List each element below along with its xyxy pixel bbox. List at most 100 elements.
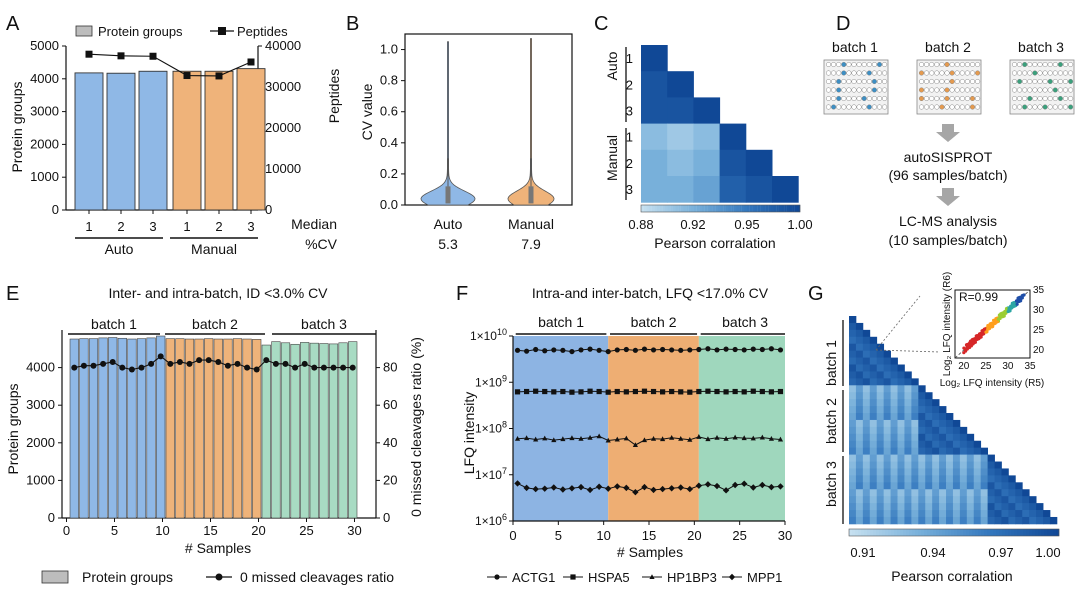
heatmap-cell xyxy=(904,426,912,435)
series-marker xyxy=(568,485,576,492)
heatmap-cell xyxy=(849,316,857,324)
panel-f: F Intra-and inter-batch, LFQ <17.0% CV 1… xyxy=(456,283,792,585)
heatmap-cell xyxy=(925,440,933,449)
heatmap-cell xyxy=(973,503,982,511)
heatmap-cell xyxy=(890,357,898,365)
heatmap-cell xyxy=(959,475,968,483)
heatmap-cell xyxy=(862,454,871,462)
heatmap-cell xyxy=(862,468,871,476)
heatmap-cell xyxy=(939,433,947,442)
colorbar-segment xyxy=(1050,529,1054,536)
y-tick-label: 1000 xyxy=(30,169,59,184)
bar-protein-groups xyxy=(290,343,300,519)
colorbar-segment xyxy=(1035,529,1039,536)
heatmap-cell xyxy=(869,447,878,455)
heatmap-cell xyxy=(862,357,871,365)
heatmap-cell xyxy=(862,496,871,504)
scatter-point xyxy=(1002,312,1006,316)
y-axis-label: LFQ intensity xyxy=(461,392,477,474)
heatmap-cell xyxy=(959,440,968,449)
heatmap-cell xyxy=(959,433,968,442)
inset-r-label: R=0.99 xyxy=(959,290,998,304)
series-marker xyxy=(677,484,684,491)
scatter-point xyxy=(969,344,973,348)
series-marker xyxy=(614,483,621,490)
heatmap-cell xyxy=(869,336,878,345)
heatmap-cell xyxy=(1015,516,1023,525)
inset-y-tick-label: 30 xyxy=(1033,305,1045,316)
well xyxy=(1011,61,1018,68)
well xyxy=(825,87,832,93)
well xyxy=(969,78,976,85)
bar-protein-groups xyxy=(242,338,252,519)
well xyxy=(876,70,883,76)
series-marker xyxy=(768,346,775,352)
panel-letter: A xyxy=(6,13,20,35)
scatter-point xyxy=(1014,299,1019,303)
batch-1-label: batch 1 xyxy=(823,340,839,386)
arrow-down-icon xyxy=(936,124,960,142)
missed-cleavage-marker xyxy=(109,358,116,365)
heatmap-cell xyxy=(862,364,871,372)
colorbar-segment xyxy=(975,529,979,536)
heatmap-cell xyxy=(946,461,954,469)
heatmap-cell xyxy=(897,406,905,414)
heatmap-cell xyxy=(897,468,905,476)
heatmap-cell xyxy=(890,468,898,476)
panel-letter: G xyxy=(808,283,824,305)
well xyxy=(1027,87,1033,93)
heatmap-cell xyxy=(1001,475,1009,483)
x-tick-label: 3 xyxy=(247,219,254,234)
heatmap-cell xyxy=(883,419,891,428)
series-marker xyxy=(759,481,766,489)
heatmap-cell xyxy=(911,399,919,407)
step2-label: LC-MS analysis xyxy=(899,213,997,229)
series-marker xyxy=(605,485,612,492)
scatter-point xyxy=(999,312,1003,316)
series-marker xyxy=(650,486,657,494)
heatmap-cell xyxy=(897,503,905,511)
well xyxy=(1062,78,1069,85)
well xyxy=(836,104,842,110)
well xyxy=(975,104,981,110)
heatmap-cell xyxy=(897,510,905,518)
well xyxy=(1052,104,1058,110)
colorbar-segment xyxy=(747,205,750,212)
batch-3-label: batch 3 xyxy=(1018,39,1064,55)
heatmap-cell xyxy=(897,454,905,462)
heatmap-cell xyxy=(862,336,871,345)
well xyxy=(964,61,970,68)
colorbar-segment xyxy=(725,205,729,212)
chart-title: Intra-and inter-batch, LFQ <17.0% CV xyxy=(532,285,769,301)
heatmap-cell xyxy=(959,482,968,490)
well xyxy=(1068,87,1074,93)
well xyxy=(856,87,862,93)
x-axis-label: # Samples xyxy=(185,540,251,556)
bar-protein-groups xyxy=(165,338,175,519)
heatmap-cell xyxy=(883,385,891,393)
series-marker xyxy=(614,388,620,395)
scatter-point xyxy=(984,330,988,334)
panel-c-heatmap: 1 2 3 1 2 3 0.88 0.92 0.95 1.00 xyxy=(625,45,813,232)
series-marker xyxy=(723,389,729,395)
heatmap-cell xyxy=(925,447,933,455)
colorbar-segment xyxy=(786,205,790,212)
heatmap-cell xyxy=(1015,482,1023,490)
colorbar-segment xyxy=(739,205,742,212)
well xyxy=(876,78,883,85)
well xyxy=(831,70,837,76)
well xyxy=(1022,87,1028,93)
well xyxy=(841,87,847,93)
heatmap-cell xyxy=(890,503,898,511)
well xyxy=(969,61,976,68)
well xyxy=(1042,87,1048,93)
well xyxy=(1057,61,1063,68)
heatmap-cell xyxy=(987,482,995,490)
heatmap-cell xyxy=(952,496,961,504)
heatmap-cell xyxy=(1008,510,1016,518)
panel-b-axes: 0.0 0.2 0.4 0.6 0.8 1.0 Auto Manual xyxy=(380,33,573,232)
peptides-marker xyxy=(247,58,255,66)
heatmap-cell xyxy=(890,482,898,490)
heatmap-cell xyxy=(693,123,721,151)
well xyxy=(939,87,945,93)
